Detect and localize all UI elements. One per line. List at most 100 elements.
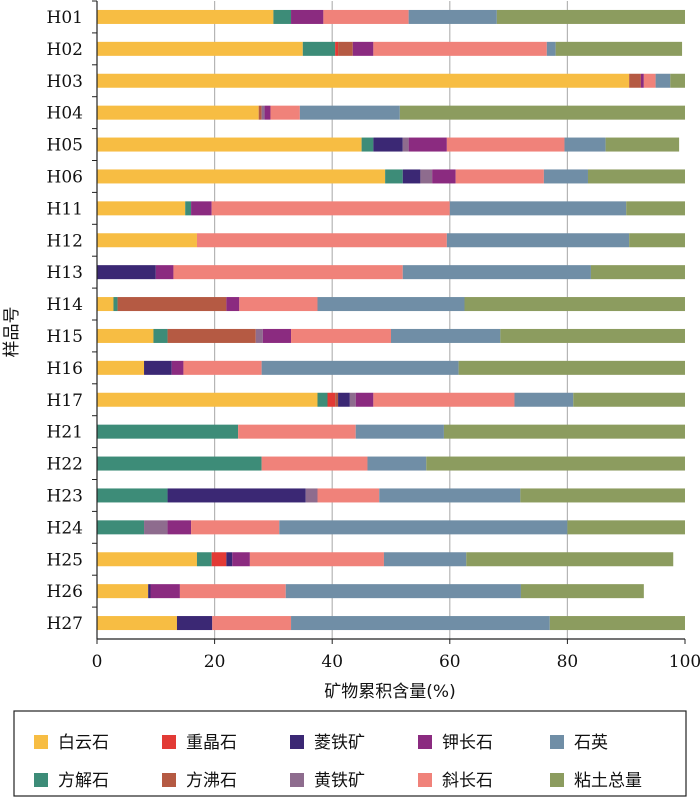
- bar-segment: [97, 360, 145, 375]
- bar-segment: [291, 328, 391, 343]
- bar-segment: [385, 169, 403, 184]
- bar-segment: [97, 201, 186, 216]
- bar-segment: [458, 360, 685, 375]
- bar-segment: [520, 488, 685, 503]
- bar-segment: [590, 265, 685, 280]
- bar-segment: [258, 105, 262, 120]
- bar-segment: [643, 73, 656, 88]
- bar-segment: [317, 297, 465, 312]
- legend-swatch: [162, 735, 176, 749]
- x-tick-label: 40: [321, 652, 343, 672]
- bar-segment: [291, 9, 324, 24]
- bar-segment: [173, 265, 403, 280]
- bar-segment: [211, 552, 227, 567]
- bar-segment: [226, 297, 240, 312]
- y-tick-label: H11: [47, 199, 83, 219]
- bar-segment: [399, 105, 685, 120]
- bar-segment: [408, 137, 447, 152]
- bar-segment: [144, 520, 168, 535]
- bar-segment: [232, 552, 250, 567]
- bar-segment: [97, 552, 197, 567]
- bar-segment: [317, 392, 328, 407]
- bar-segment: [567, 520, 685, 535]
- legend-label: 方沸石: [186, 771, 237, 791]
- bar-segment: [500, 328, 685, 343]
- bar-segment: [97, 488, 168, 503]
- bar-segment: [262, 328, 292, 343]
- bar-segment: [97, 616, 177, 631]
- y-tick-label: H24: [47, 518, 83, 538]
- bar-segment: [446, 137, 565, 152]
- bar-segment: [176, 616, 213, 631]
- x-tick-label: 80: [557, 652, 579, 672]
- bar-segment: [261, 360, 459, 375]
- bar-segment: [432, 169, 456, 184]
- bar-segment: [426, 456, 685, 471]
- legend-label: 斜长石: [442, 771, 493, 791]
- bar-segment: [97, 297, 114, 312]
- bar-segment: [167, 520, 192, 535]
- bar-segment: [338, 41, 353, 56]
- bar-segment: [261, 105, 265, 120]
- bar-segment: [379, 488, 521, 503]
- bar-segment: [349, 392, 356, 407]
- y-tick-label: H02: [47, 40, 83, 60]
- bar-segment: [285, 584, 521, 599]
- y-tick-label: H17: [47, 391, 83, 411]
- bar-segment: [355, 392, 374, 407]
- bar-segment: [549, 616, 685, 631]
- y-tick-label: H21: [47, 423, 83, 443]
- bar-segment: [97, 41, 303, 56]
- axes: H01 H02 H03 H04 H05 H06 H11 H12 H13 H14 H15 H16 H17 H…: [47, 0, 700, 672]
- bar-segment: [97, 137, 362, 152]
- bar-segment: [640, 73, 644, 88]
- bar-segment: [97, 456, 262, 471]
- bar-segment: [402, 265, 591, 280]
- bars: [97, 9, 685, 631]
- bar-segment: [97, 73, 630, 88]
- bar-segment: [420, 169, 433, 184]
- legend-label: 白云石: [58, 733, 109, 753]
- bar-segment: [117, 297, 227, 312]
- bar-segment: [587, 169, 685, 184]
- bar-segment: [191, 201, 212, 216]
- bar-segment: [270, 105, 300, 120]
- bar-segment: [514, 392, 574, 407]
- y-tick-label: H01: [47, 8, 83, 28]
- y-tick-label: H03: [47, 72, 83, 92]
- bar-segment: [373, 392, 515, 407]
- bar-segment: [605, 137, 680, 152]
- bar-segment: [97, 233, 197, 248]
- bar-segment: [255, 328, 263, 343]
- y-axis-title: 样品号: [2, 307, 22, 358]
- bar-segment: [299, 105, 400, 120]
- bar-segment: [97, 392, 318, 407]
- legend-swatch: [290, 773, 304, 787]
- bar-segment: [97, 424, 239, 439]
- bar-segment: [520, 584, 644, 599]
- bar-segment: [291, 616, 550, 631]
- bar-segment: [273, 9, 292, 24]
- legend-swatch: [550, 773, 564, 787]
- bar-segment: [573, 392, 685, 407]
- bar-segment: [564, 137, 606, 152]
- y-tick-label: H26: [47, 582, 83, 602]
- y-tick-label: H04: [47, 104, 83, 124]
- bar-segment: [167, 328, 256, 343]
- bar-segment: [97, 169, 386, 184]
- x-tick-label: 60: [439, 652, 461, 672]
- bar-segment: [196, 552, 212, 567]
- bar-segment: [148, 584, 151, 599]
- bar-segment: [279, 520, 568, 535]
- bar-segment: [446, 233, 630, 248]
- bar-segment: [323, 9, 409, 24]
- bar-segment: [402, 137, 409, 152]
- bar-segment: [338, 392, 350, 407]
- legend-label: 菱铁矿: [314, 733, 365, 753]
- bar-segment: [402, 169, 421, 184]
- bar-segment: [97, 105, 259, 120]
- y-tick-label: H27: [47, 614, 83, 634]
- bar-segment: [238, 424, 356, 439]
- legend-box: [13, 710, 687, 797]
- y-tick-label: H06: [47, 167, 83, 187]
